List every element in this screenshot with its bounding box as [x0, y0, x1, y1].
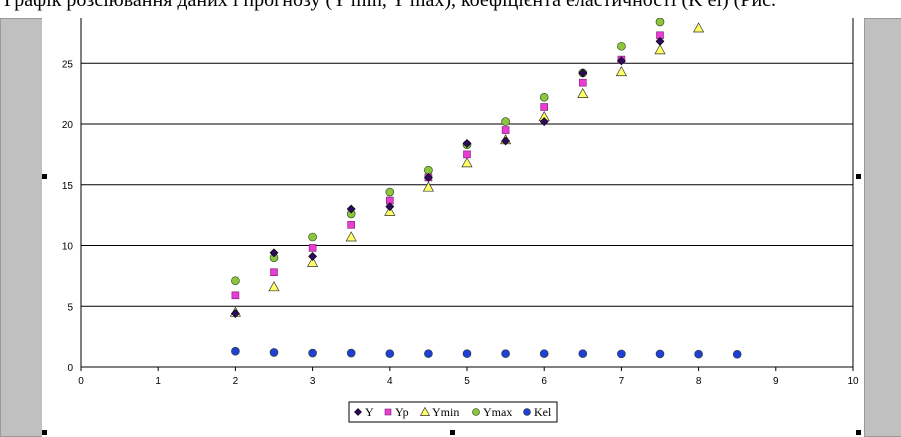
left-gray-panel — [0, 18, 44, 437]
point-kel — [539, 349, 549, 358]
point-ymin — [345, 231, 357, 242]
legend-label-yp: Yp — [395, 405, 409, 419]
point-y — [308, 252, 318, 261]
point-y — [655, 36, 665, 46]
point-ymax — [424, 165, 433, 175]
point-y — [539, 117, 549, 126]
point-ymin — [422, 181, 434, 192]
point-kel — [694, 349, 703, 359]
x-tick-label: 8 — [696, 376, 702, 387]
selection-handle[interactable] — [42, 174, 47, 179]
point-kel — [501, 349, 510, 358]
point-ymax — [617, 41, 626, 51]
point-ymin — [577, 87, 589, 98]
legend-marker-ymax — [472, 408, 480, 416]
point-kel — [617, 349, 626, 359]
point-kel — [424, 349, 433, 358]
point-kel — [346, 348, 356, 358]
legend-marker-yp — [384, 408, 392, 416]
point-ymax — [385, 187, 395, 197]
legend-marker-ymin — [419, 406, 431, 416]
selection-handle[interactable] — [856, 174, 861, 179]
point-yp — [231, 291, 240, 300]
x-tick-label: 2 — [233, 376, 239, 387]
point-y — [462, 139, 472, 148]
point-yp — [540, 103, 549, 111]
point-y — [385, 202, 395, 212]
point-ymax — [231, 276, 240, 286]
point-ymin — [615, 66, 627, 77]
point-y — [616, 56, 626, 66]
point-kel — [578, 349, 588, 358]
point-kel — [732, 349, 742, 359]
point-ymax — [501, 117, 510, 126]
y-tick-label: 20 — [62, 120, 74, 131]
y-tick-label: 25 — [62, 59, 74, 70]
point-yp — [578, 78, 587, 87]
point-kel — [462, 349, 472, 358]
point-kel — [655, 349, 665, 359]
x-tick-label: 4 — [387, 376, 393, 387]
y-tick-label: 5 — [67, 302, 73, 313]
x-tick-label: 9 — [773, 376, 779, 387]
point-yp — [270, 268, 278, 277]
chart-area[interactable]: 0 5 10 15 20 25 0 1 2 3 4 5 6 7 8 9 10 Y Yp Ymin Ymax Kel — [42, 18, 864, 437]
legend-marker-kel — [523, 408, 531, 416]
x-tick-label: 5 — [464, 376, 470, 387]
x-tick-label: 10 — [847, 376, 859, 387]
point-y — [501, 136, 511, 146]
x-tick-label: 7 — [619, 376, 625, 387]
point-yp — [463, 150, 471, 159]
point-y — [269, 248, 279, 258]
point-ymin — [307, 256, 319, 267]
point-ymin — [268, 281, 280, 292]
right-gray-panel — [864, 18, 901, 437]
point-ymax — [655, 18, 665, 27]
point-y — [578, 68, 588, 78]
legend-label-kel: Kel — [534, 405, 552, 419]
point-yp — [347, 221, 356, 229]
legend-label-y: Y — [365, 405, 374, 419]
point-y — [423, 173, 433, 182]
x-tick-label: 3 — [310, 376, 316, 387]
legend-marker-y — [354, 408, 362, 416]
point-kel — [385, 349, 395, 358]
scatter-chart: 0 5 10 15 20 25 0 1 2 3 4 5 6 7 8 9 10 Y Yp Ymin Ymax Kel — [62, 18, 859, 423]
point-yp — [308, 244, 317, 252]
point-kel — [269, 348, 279, 357]
point-yp — [501, 126, 510, 134]
legend-box — [348, 401, 558, 423]
x-tick-label: 0 — [78, 376, 84, 387]
title-strip: Графік розсіювання даних і прогнозу (Y m… — [0, 0, 901, 18]
y-tick-label: 15 — [62, 181, 74, 192]
point-ymax — [308, 232, 317, 242]
legend-label-ymax: Ymax — [483, 405, 512, 419]
selection-handle[interactable] — [856, 430, 861, 435]
point-ymin — [654, 44, 666, 55]
y-tick-label: 10 — [62, 242, 74, 253]
point-y — [230, 309, 240, 318]
y-tick-label: 0 — [67, 363, 73, 374]
point-ymax — [539, 92, 549, 102]
point-y — [346, 204, 356, 214]
page-heading: Графік розсіювання даних і прогнозу (Y m… — [4, 0, 777, 11]
x-tick-label: 6 — [541, 376, 547, 387]
selection-handle[interactable] — [42, 430, 47, 435]
point-kel — [308, 348, 317, 358]
point-ymin — [693, 22, 705, 33]
point-kel — [231, 346, 240, 356]
legend-label-ymin: Ymin — [432, 405, 459, 419]
point-ymin — [461, 157, 473, 168]
x-tick-label: 1 — [155, 376, 161, 387]
selection-handle[interactable] — [450, 430, 455, 435]
